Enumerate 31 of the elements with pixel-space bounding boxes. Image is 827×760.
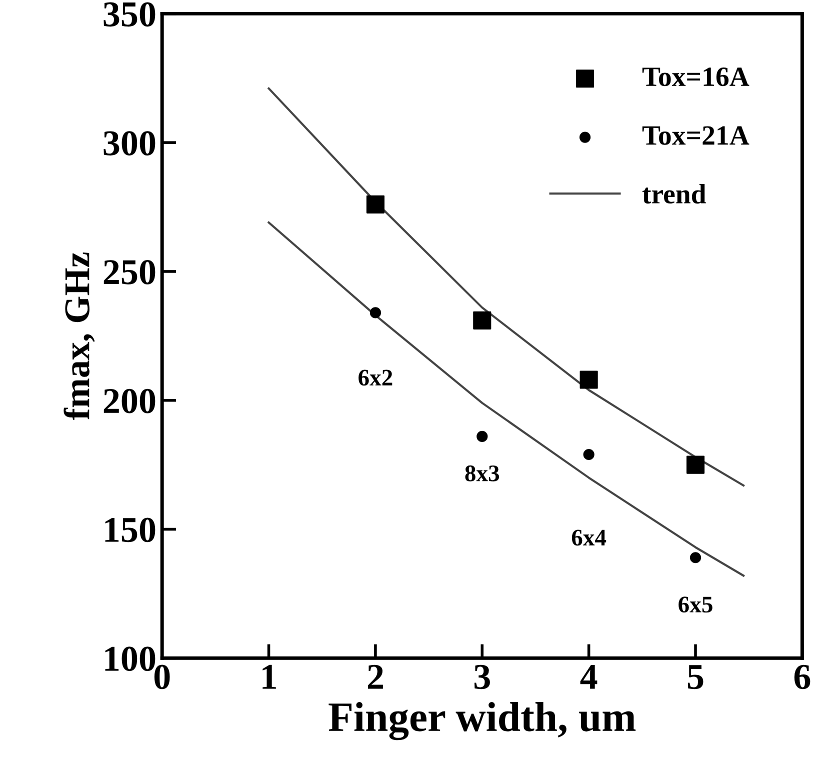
x-tick-label: 2 bbox=[368, 664, 383, 689]
legend-label: Tox=16A bbox=[642, 68, 750, 86]
y-tick-label: 350 bbox=[104, 2, 156, 27]
legend-label: trend bbox=[642, 184, 706, 204]
x-axis-title: Finger width, um bbox=[328, 702, 636, 740]
x-tick-label: 0 bbox=[154, 664, 170, 690]
point bbox=[473, 311, 492, 330]
point bbox=[370, 307, 382, 318]
point bbox=[583, 448, 594, 460]
x-tick-label: 6 bbox=[794, 664, 810, 690]
point bbox=[690, 552, 702, 564]
x-tick-label: 1 bbox=[262, 664, 276, 689]
x-tick-label: 5 bbox=[688, 665, 704, 690]
annotation: 6x4 bbox=[572, 530, 606, 546]
y-tick-label: 150 bbox=[105, 518, 156, 542]
point bbox=[476, 430, 488, 442]
x-tick-label: 3 bbox=[474, 664, 490, 690]
line-series bbox=[268, 221, 745, 577]
point bbox=[366, 195, 384, 214]
point bbox=[580, 370, 598, 389]
y-tick-label: 250 bbox=[104, 260, 156, 284]
y-tick-label: 300 bbox=[104, 131, 156, 156]
annotation: 8x3 bbox=[465, 465, 500, 482]
y-axis-title: fmax, GHz bbox=[64, 252, 95, 420]
x-tick-label: 4 bbox=[580, 665, 598, 689]
y-tick-label: 100 bbox=[105, 646, 156, 672]
annotation: 6x5 bbox=[678, 596, 712, 613]
point bbox=[686, 456, 705, 474]
legend-label: Tox=21A bbox=[642, 126, 750, 145]
y-tick-label: 200 bbox=[104, 388, 156, 414]
annotation: 6x2 bbox=[358, 370, 392, 386]
